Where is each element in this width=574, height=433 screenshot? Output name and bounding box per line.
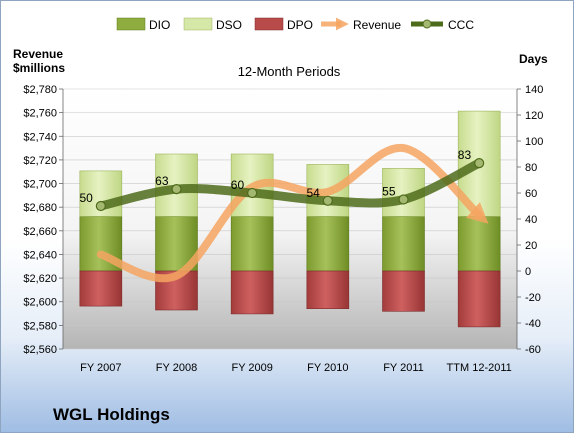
left-tick-label: $2,740 [23,131,57,143]
bar-dio [306,216,350,272]
ccc-marker [398,194,409,205]
legend-marker-ccc [422,19,432,29]
left-tick-label: $2,620 [23,273,57,285]
left-tick-label: $2,580 [23,320,57,332]
left-axis: $2,560 $2,580 $2,600 $2,620 $2,640 $2,660 $2,6… [23,84,517,356]
ccc-data-label: 55 [382,185,396,199]
left-tick-label: $2,720 [23,155,57,167]
right-tick-label: -60 [525,344,541,356]
x-tick-label: TTM 12-2011 [447,362,512,374]
legend-swatch-dso [183,17,213,31]
left-tick-label: $2,640 [23,249,57,261]
bar-dso [382,168,425,217]
ccc-marker [322,195,333,206]
bar-dpo [230,270,274,315]
left-axis-title-line1: Revenue [13,47,63,61]
legend-swatch-dpo [254,17,284,31]
ccc-marker [95,200,106,212]
bar-dpo [382,270,425,312]
x-tick-label: FY 2011 [383,362,424,374]
legend-label-dpo: DPO [287,18,313,32]
legend-label-dio: DIO [149,18,170,32]
chart-subtitle: 12-Month Periods [238,64,341,79]
left-tick-label: $2,780 [23,84,57,96]
x-tick-label: FY 2007 [80,362,121,374]
right-tick-label: 0 [525,266,531,278]
ccc-marker [247,187,258,199]
ccc-marker [474,158,485,169]
right-tick-label: 20 [525,240,537,252]
company-name: WGL Holdings [53,405,170,424]
revenue-series [96,144,489,283]
right-tick-label: 120 [525,110,543,122]
legend-label-dso: DSO [216,18,242,32]
ccc-line [96,158,484,211]
ccc-marker [171,184,182,195]
legend: DIO DSO DPO Revenue CCC [116,17,474,32]
left-tick-label: $2,660 [23,226,57,238]
bar-dpo [457,270,501,328]
right-tick-label: -40 [525,318,541,330]
bar-dpo [79,270,123,307]
ccc-data-label: 60 [231,178,245,192]
left-tick-label: $2,600 [23,297,57,309]
legend-swatch-dio [116,17,146,31]
left-tick-label: $2,700 [23,179,57,191]
right-tick-label: 80 [525,162,537,174]
right-tick-label: 100 [525,136,543,148]
left-tick-label: $2,560 [23,344,57,356]
x-tick-label: FY 2009 [231,362,272,374]
bar-dpo [306,270,350,310]
right-tick-label: 60 [525,188,537,200]
left-tick-label: $2,760 [23,108,57,120]
ccc-data-label: 83 [458,148,472,162]
right-axis: -60 -40 -20 0 20 40 60 80 100 120 140 [516,84,543,356]
legend-label-ccc: CCC [448,18,474,32]
right-axis-title: Days [519,52,548,66]
x-tick-label: FY 2010 [307,362,348,374]
bar-dio [457,216,501,272]
ccc-series: 50 63 60 54 55 83 [79,148,485,212]
right-tick-label: 140 [525,84,543,96]
left-axis-title-line2: $millions [13,61,65,75]
ccc-data-label: 50 [79,191,93,205]
plot-background [63,89,517,349]
bar-dio [230,216,274,272]
x-axis: FY 2007 FY 2008 FY 2009 FY 2010 FY 2011 TTM 1… [80,362,512,374]
revenue-arrow [96,144,489,283]
left-tick-label: $2,680 [23,202,57,214]
x-tick-label: FY 2008 [156,362,197,374]
ccc-data-label: 54 [306,186,320,200]
legend-label-revenue: Revenue [353,18,401,32]
right-tick-label: 40 [525,214,537,226]
ccc-data-label: 63 [155,174,169,188]
bar-dio [382,216,425,272]
right-tick-label: -20 [525,292,541,304]
